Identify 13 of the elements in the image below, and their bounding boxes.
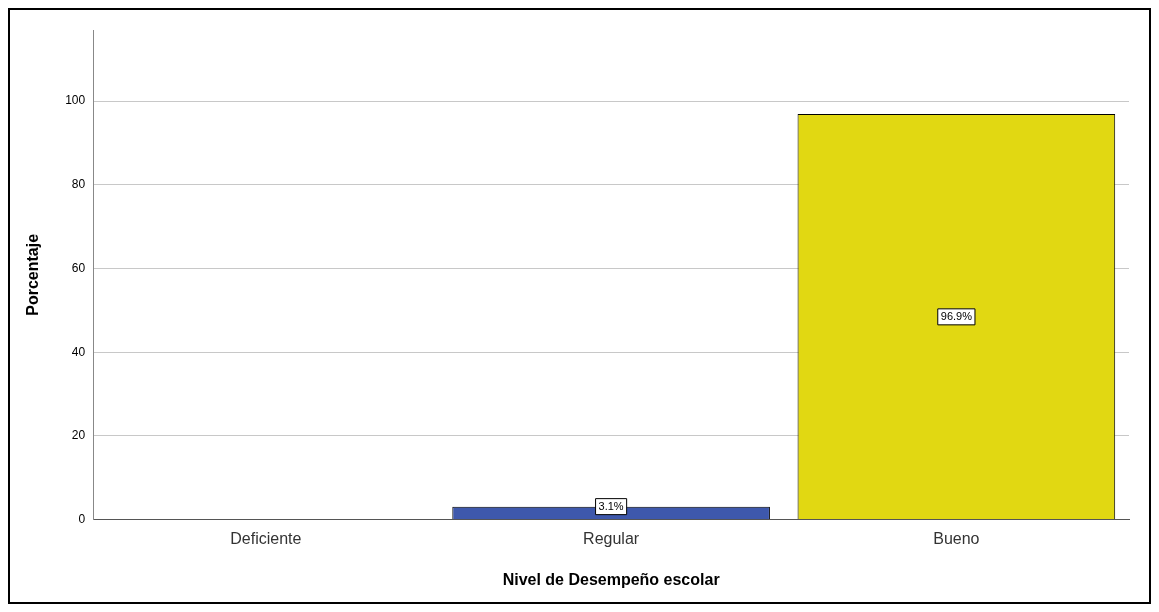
y-tick-label: 20 bbox=[71, 428, 86, 443]
x-tick-label: Deficiente bbox=[230, 529, 302, 547]
data-label: 96.9% bbox=[940, 309, 973, 322]
x-axis-title: Nivel de Desempeño escolar bbox=[502, 570, 720, 588]
x-tick-label: Bueno bbox=[933, 529, 980, 547]
y-tick-label: 80 bbox=[71, 177, 86, 192]
x-tick-label: Regular bbox=[583, 529, 640, 547]
y-tick-label: 0 bbox=[78, 511, 86, 526]
y-axis-title: Porcentaje bbox=[24, 233, 42, 316]
y-tick-label: 60 bbox=[71, 260, 86, 275]
y-tick-label: 100 bbox=[65, 93, 86, 108]
y-tick-label: 40 bbox=[71, 344, 86, 359]
data-label: 3.1% bbox=[598, 499, 624, 512]
